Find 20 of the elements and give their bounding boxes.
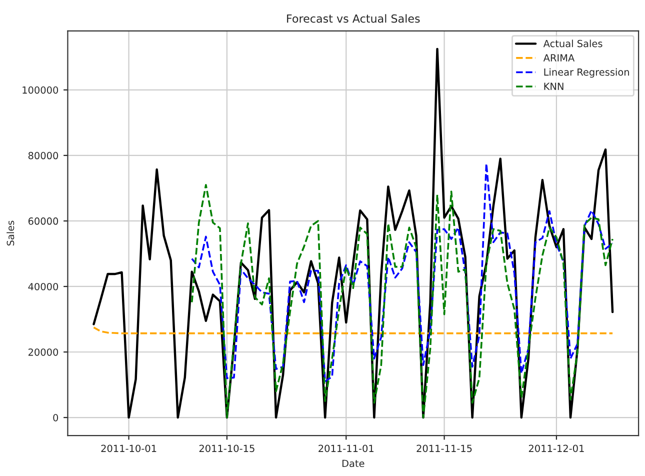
legend-label: ARIMA — [543, 54, 575, 62]
legend-label: KNN — [544, 82, 564, 90]
x-axis-title: Date — [342, 460, 364, 468]
x-tick-label: 2011-10-15 — [199, 444, 254, 452]
x-tick-label: 2011-11-01 — [318, 444, 374, 452]
x-tick-label: 2011-10-01 — [101, 444, 156, 452]
x-tick-label: 2011-12-01 — [528, 444, 584, 452]
legend-label: Actual Sales — [543, 40, 602, 48]
x-tick-label: 2011-11-15 — [416, 444, 472, 452]
y-tick-label: 100000 — [22, 86, 58, 94]
line-series — [190, 184, 614, 418]
chart-title: Forecast vs Actual Sales — [287, 14, 420, 23]
legend-label: Linear Regression — [544, 68, 629, 78]
y-axis-title: Sales — [6, 220, 14, 246]
y-tick-label: 20000 — [28, 348, 58, 356]
y-tick-label: 80000 — [28, 152, 58, 160]
y-tick-label: 60000 — [28, 217, 58, 225]
line-series — [190, 162, 614, 382]
y-tick-label: 0 — [53, 414, 58, 422]
y-tick-label: 40000 — [28, 282, 58, 290]
